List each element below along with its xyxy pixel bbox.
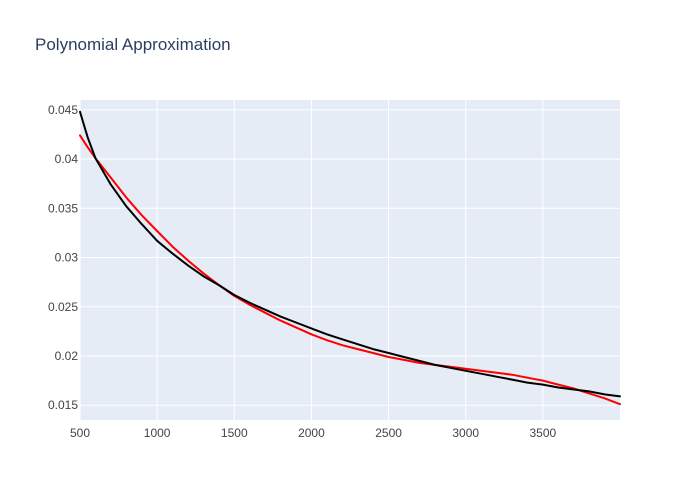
x-tick-label: 2000 bbox=[298, 426, 325, 440]
series-line-2 bbox=[79, 110, 621, 398]
series-layer bbox=[79, 110, 621, 406]
x-tick-label: 3500 bbox=[530, 426, 557, 440]
chart-title: Polynomial Approximation bbox=[35, 35, 231, 54]
x-tick-label: 500 bbox=[70, 426, 90, 440]
x-axis-tick-labels: 500 1000 1500 2000 2500 3000 3500 bbox=[70, 426, 557, 440]
y-gridlines bbox=[80, 109, 620, 406]
x-tick-label: 2500 bbox=[375, 426, 402, 440]
y-tick-label: 0.04 bbox=[55, 152, 79, 166]
y-tick-label: 0.015 bbox=[48, 398, 78, 412]
x-gridlines bbox=[79, 100, 544, 420]
x-tick-label: 1000 bbox=[144, 426, 171, 440]
plot-area bbox=[80, 100, 620, 420]
x-tick-label: 3000 bbox=[452, 426, 479, 440]
x-tick-label: 1500 bbox=[221, 426, 248, 440]
series-line-1 bbox=[79, 134, 621, 406]
y-tick-label: 0.02 bbox=[55, 349, 79, 363]
y-tick-label: 0.03 bbox=[55, 251, 79, 265]
y-axis-tick-labels: 0.015 0.02 0.025 0.03 0.035 0.04 0.045 bbox=[48, 103, 78, 412]
y-tick-label: 0.025 bbox=[48, 300, 78, 314]
y-tick-label: 0.045 bbox=[48, 103, 78, 117]
y-tick-label: 0.035 bbox=[48, 201, 78, 215]
